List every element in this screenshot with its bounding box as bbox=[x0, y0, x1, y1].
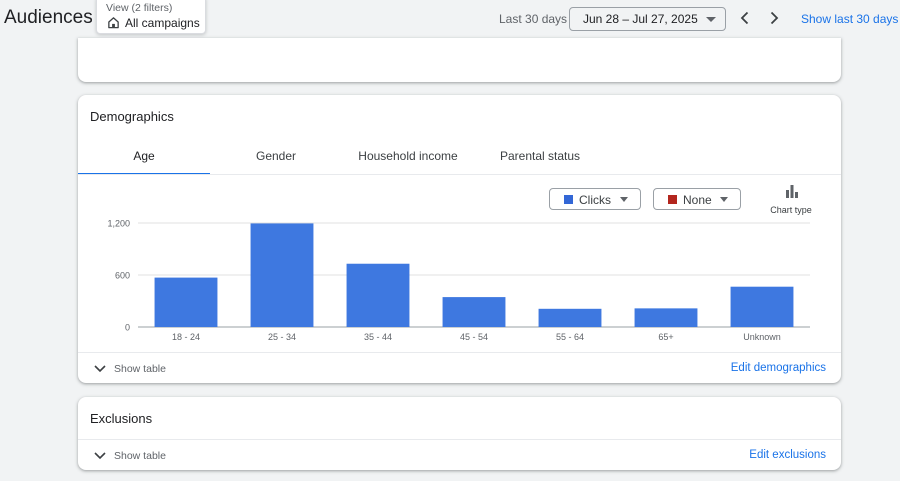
show-last-30-days-link[interactable]: Show last 30 days bbox=[801, 12, 899, 26]
next-period-button[interactable] bbox=[764, 8, 784, 28]
edit-demographics-link[interactable]: Edit demographics bbox=[730, 362, 826, 374]
tabs-divider bbox=[78, 174, 841, 175]
chart-footer-divider bbox=[78, 352, 841, 353]
bar bbox=[634, 308, 698, 327]
demographics-card: Demographics Age Gender Household income… bbox=[78, 95, 841, 383]
primary-metric-select[interactable]: Clicks bbox=[549, 188, 641, 210]
date-range-select[interactable]: Jun 28 – Jul 27, 2025 bbox=[569, 7, 726, 31]
x-tick-label: Unknown bbox=[743, 332, 781, 342]
show-table-label: Show table bbox=[114, 363, 166, 375]
y-tick-label: 600 bbox=[115, 271, 130, 281]
chevron-down-icon bbox=[94, 452, 106, 460]
age-bar-chart: 0 600 1,200 18 - 24 25 - 34 35 - 44 45 - 54 55 … bbox=[107, 219, 810, 342]
caret-down-icon bbox=[720, 197, 728, 202]
view-filter-caption: View (2 filters) bbox=[106, 2, 173, 14]
view-filter-value: All campaigns bbox=[125, 16, 200, 30]
tab-age[interactable]: Age bbox=[78, 139, 210, 175]
chevron-right-icon bbox=[770, 11, 779, 25]
tab-parental-status-label: Parental status bbox=[499, 149, 581, 163]
show-table-label: Show table bbox=[114, 450, 166, 462]
y-tick-label: 1,200 bbox=[107, 219, 130, 229]
y-tick-label: 0 bbox=[125, 323, 130, 333]
view-filter-button[interactable]: View (2 filters) All campaigns bbox=[96, 0, 206, 34]
bar bbox=[154, 277, 218, 327]
previous-card bbox=[78, 38, 841, 82]
caret-down-icon bbox=[620, 197, 628, 202]
chevron-left-icon bbox=[740, 11, 749, 25]
chart-type-button[interactable]: Chart type bbox=[758, 183, 824, 217]
page-title: Audiences bbox=[4, 7, 93, 28]
demographics-title: Demographics bbox=[90, 109, 174, 124]
caret-down-icon bbox=[706, 17, 716, 22]
primary-metric-swatch bbox=[564, 195, 573, 204]
secondary-metric-label: None bbox=[683, 193, 712, 207]
home-icon bbox=[108, 17, 119, 29]
tab-household-income[interactable]: Household income bbox=[342, 139, 474, 175]
bar bbox=[730, 286, 794, 327]
tab-parental-status[interactable]: Parental status bbox=[474, 139, 606, 175]
date-range-label: Last 30 days bbox=[499, 12, 568, 26]
x-tick-label: 25 - 34 bbox=[268, 332, 296, 342]
tab-household-income-label: Household income bbox=[358, 149, 458, 163]
top-bar: Audiences View (2 filters) All campaigns… bbox=[0, 0, 900, 40]
bar bbox=[250, 223, 314, 327]
secondary-metric-select[interactable]: None bbox=[653, 188, 741, 210]
exclusions-card: Exclusions Show table Edit exclusions bbox=[78, 397, 841, 470]
primary-metric-label: Clicks bbox=[579, 193, 611, 207]
bar bbox=[442, 297, 506, 327]
bar bbox=[538, 308, 602, 327]
previous-period-button[interactable] bbox=[735, 8, 755, 28]
tab-gender[interactable]: Gender bbox=[210, 139, 342, 175]
bar bbox=[346, 263, 410, 327]
x-tick-label: 18 - 24 bbox=[172, 332, 200, 342]
exclusions-divider bbox=[78, 439, 841, 440]
demographics-tabs: Age Gender Household income Parental sta… bbox=[78, 139, 841, 175]
date-range-value: Jun 28 – Jul 27, 2025 bbox=[583, 12, 698, 26]
edit-exclusions-link[interactable]: Edit exclusions bbox=[749, 449, 826, 461]
exclusions-title: Exclusions bbox=[90, 411, 153, 426]
bar-chart-icon bbox=[786, 185, 798, 198]
x-tick-label: 65+ bbox=[658, 332, 673, 342]
x-tick-label: 45 - 54 bbox=[460, 332, 488, 342]
x-tick-label: 55 - 64 bbox=[556, 332, 584, 342]
secondary-metric-swatch bbox=[668, 195, 677, 204]
x-tick-label: 35 - 44 bbox=[364, 332, 392, 342]
chevron-down-icon bbox=[94, 365, 106, 373]
chart-type-label: Chart type bbox=[770, 205, 812, 215]
tab-gender-label: Gender bbox=[255, 149, 297, 163]
tab-age-label: Age bbox=[133, 149, 155, 163]
